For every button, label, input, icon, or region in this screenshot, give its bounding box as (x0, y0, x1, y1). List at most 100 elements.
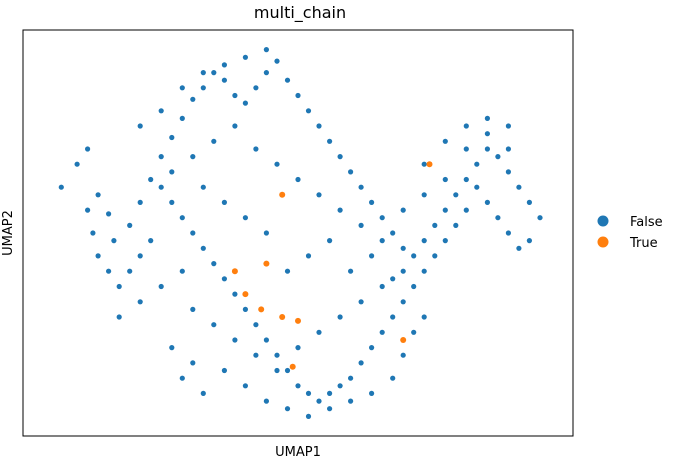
point-false-154 (411, 329, 417, 335)
point-false-26 (327, 138, 333, 144)
point-false-44 (516, 184, 522, 190)
point-false-135 (390, 276, 396, 282)
point-false-36 (432, 222, 438, 228)
point-false-71 (274, 352, 280, 358)
point-false-110 (221, 62, 227, 68)
point-false-123 (379, 238, 385, 244)
point-false-39 (463, 176, 469, 183)
point-false-89 (85, 207, 91, 213)
point-true-8 (400, 337, 407, 343)
point-false-29 (358, 184, 364, 190)
point-false-64 (348, 375, 354, 381)
point-false-68 (305, 390, 312, 396)
point-false-76 (221, 276, 227, 282)
point-false-137 (242, 215, 248, 221)
plot-frame (22, 29, 574, 437)
point-false-102 (442, 176, 448, 183)
point-false-104 (484, 115, 490, 121)
point-false-139 (200, 184, 206, 190)
point-false-119 (295, 176, 301, 183)
point-false-128 (484, 131, 490, 137)
point-false-33 (400, 245, 406, 251)
x-axis-label: UMAP1 (275, 445, 321, 460)
point-false-107 (158, 108, 164, 114)
point-false-56 (432, 253, 438, 259)
point-false-49 (505, 230, 511, 236)
point-false-114 (190, 154, 196, 160)
point-false-47 (526, 238, 533, 244)
point-false-92 (232, 337, 238, 343)
point-false-1 (74, 161, 80, 167)
point-false-88 (95, 253, 101, 259)
point-false-153 (400, 352, 406, 358)
point-false-40 (474, 161, 480, 167)
point-false-134 (369, 253, 375, 259)
point-false-7 (127, 222, 133, 228)
point-false-16 (221, 77, 227, 83)
point-false-31 (379, 215, 385, 221)
point-false-48 (516, 245, 522, 251)
point-false-19 (253, 85, 259, 91)
point-false-0 (58, 184, 64, 190)
point-false-69 (295, 383, 301, 389)
point-false-117 (253, 146, 259, 152)
point-false-22 (284, 77, 291, 83)
point-true-3 (231, 268, 238, 275)
point-true-4 (242, 291, 249, 298)
point-false-38 (453, 192, 459, 198)
point-false-65 (337, 383, 343, 389)
point-false-108 (179, 85, 185, 91)
y-axis-label: UMAP2 (1, 210, 16, 256)
point-false-112 (263, 47, 269, 53)
point-false-85 (127, 268, 133, 274)
point-false-3 (95, 192, 101, 198)
point-false-81 (169, 199, 175, 205)
chart-title: multi_chain (254, 3, 346, 23)
point-false-159 (169, 345, 175, 351)
point-false-133 (348, 268, 354, 274)
point-true-2 (263, 260, 270, 267)
legend-marker-false (597, 215, 609, 227)
point-false-13 (190, 96, 196, 102)
point-true-6 (279, 314, 286, 320)
point-false-25 (316, 123, 322, 129)
point-false-42 (495, 154, 501, 160)
point-false-147 (284, 406, 291, 412)
point-false-62 (369, 345, 375, 351)
point-false-14 (200, 85, 206, 91)
point-false-52 (474, 184, 480, 190)
point-false-101 (421, 192, 427, 198)
point-false-51 (484, 199, 490, 205)
point-false-131 (305, 253, 312, 259)
point-false-149 (327, 406, 333, 412)
point-false-84 (137, 253, 143, 259)
point-false-79 (190, 230, 196, 236)
point-false-116 (232, 123, 238, 129)
point-false-142 (137, 299, 143, 305)
point-false-50 (495, 215, 501, 221)
point-false-82 (158, 184, 164, 190)
point-false-91 (211, 322, 217, 328)
point-false-95 (295, 345, 301, 351)
point-false-115 (211, 138, 217, 144)
point-false-140 (179, 268, 185, 274)
point-false-6 (111, 238, 117, 244)
point-false-90 (190, 306, 196, 312)
series-true-points (231, 161, 433, 370)
point-false-105 (505, 123, 511, 129)
series-false-points (58, 47, 543, 419)
point-false-98 (358, 299, 364, 305)
point-false-43 (505, 169, 511, 175)
point-false-61 (379, 329, 385, 335)
point-false-100 (400, 268, 406, 274)
point-false-130 (284, 268, 291, 274)
point-false-10 (158, 154, 164, 160)
point-false-37 (442, 207, 448, 213)
point-false-24 (305, 108, 312, 114)
point-true-0 (279, 191, 286, 198)
point-false-83 (148, 238, 154, 244)
point-false-46 (537, 215, 543, 221)
point-false-27 (337, 154, 343, 160)
point-false-109 (200, 70, 206, 76)
point-false-45 (526, 199, 533, 205)
